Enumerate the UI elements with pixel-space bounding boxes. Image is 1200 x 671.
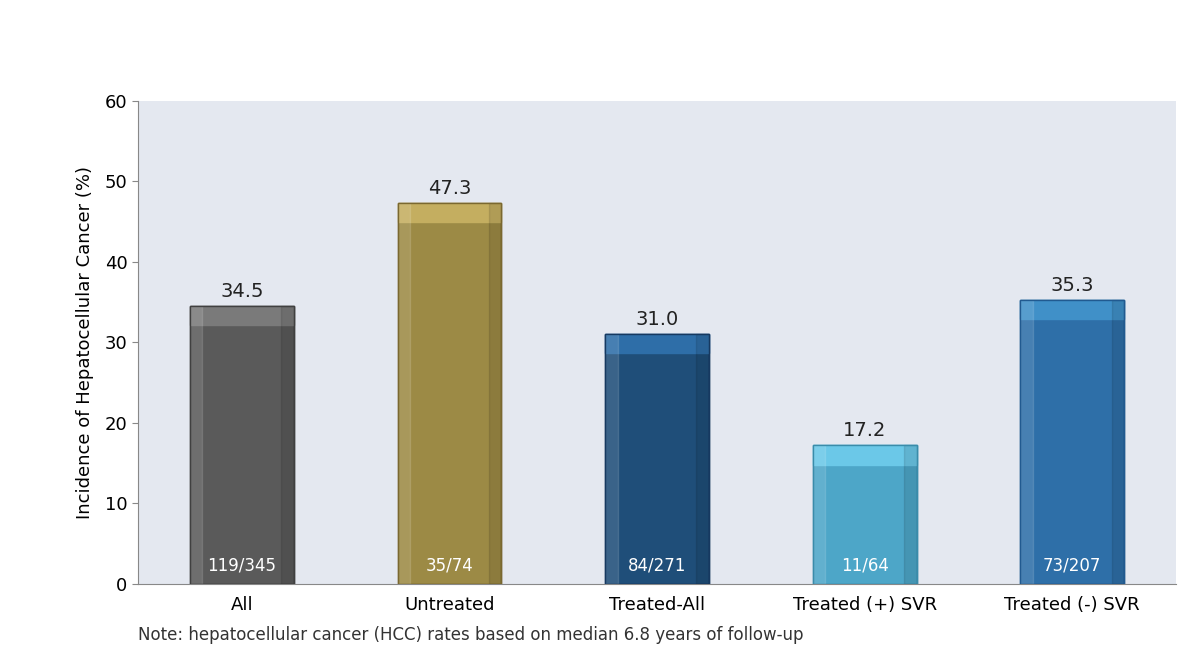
Bar — [904, 446, 917, 584]
Bar — [397, 203, 410, 584]
Bar — [281, 306, 294, 584]
Bar — [397, 203, 502, 584]
Bar — [397, 203, 502, 584]
Text: 47.3: 47.3 — [427, 179, 472, 198]
Bar — [190, 306, 203, 584]
Text: 35.3: 35.3 — [1050, 276, 1094, 295]
Text: 17.2: 17.2 — [842, 421, 887, 440]
Text: Incidence of HCC Related to Interferon-Based Treatment for Cirrhotic HCV: Incidence of HCC Related to Interferon-B… — [14, 25, 1114, 52]
Bar — [190, 306, 294, 325]
Bar — [696, 334, 709, 584]
Bar — [605, 334, 709, 584]
Bar — [1111, 299, 1124, 584]
Text: 31.0: 31.0 — [635, 310, 679, 329]
Bar — [605, 334, 618, 584]
Bar — [488, 203, 502, 584]
Bar — [605, 334, 709, 584]
Bar — [1020, 299, 1124, 319]
Text: 119/345: 119/345 — [208, 556, 276, 574]
Bar — [812, 446, 917, 584]
Bar — [397, 203, 502, 222]
Bar — [1020, 299, 1124, 584]
Bar — [1020, 299, 1124, 584]
Text: 11/64: 11/64 — [841, 556, 888, 574]
Text: 35/74: 35/74 — [426, 556, 473, 574]
Bar — [605, 334, 709, 354]
Bar — [190, 306, 294, 584]
Y-axis label: Incidence of Hepatocellular Cancer (%): Incidence of Hepatocellular Cancer (%) — [76, 166, 94, 519]
Bar — [812, 446, 826, 584]
Text: 84/271: 84/271 — [628, 556, 686, 574]
Text: 73/207: 73/207 — [1043, 556, 1102, 574]
Bar — [1020, 299, 1033, 584]
Text: Note: hepatocellular cancer (HCC) rates based on median 6.8 years of follow-up: Note: hepatocellular cancer (HCC) rates … — [138, 626, 804, 644]
Text: 34.5: 34.5 — [220, 282, 264, 301]
Bar — [812, 446, 917, 464]
Bar — [812, 446, 917, 584]
Bar — [190, 306, 294, 584]
